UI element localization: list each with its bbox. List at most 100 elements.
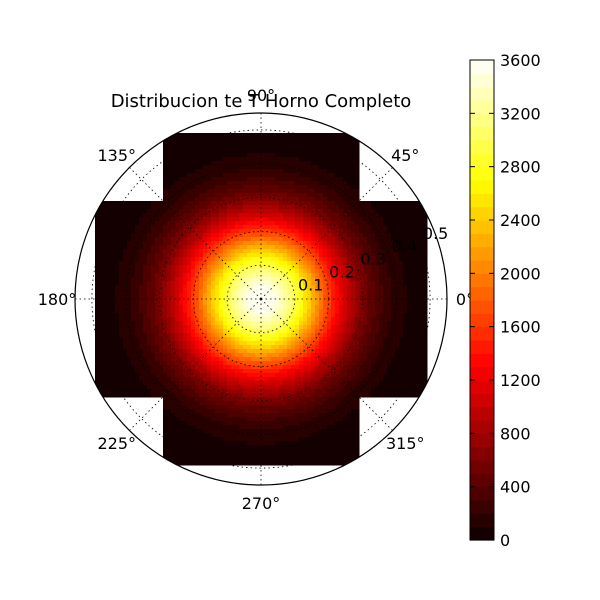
heat-cell — [315, 285, 320, 290]
heat-cell — [387, 349, 392, 354]
heat-cell — [331, 197, 336, 202]
heat-cell — [299, 349, 304, 354]
heat-cell — [255, 389, 260, 394]
heat-cell — [399, 221, 404, 226]
heat-cell — [339, 285, 344, 290]
heat-cell — [235, 193, 240, 198]
heat-cell — [235, 165, 240, 170]
heat-cell — [243, 237, 248, 242]
heat-cell — [95, 365, 100, 370]
heat-cell — [147, 209, 152, 214]
heat-cell — [215, 157, 220, 162]
heat-cell — [247, 193, 252, 198]
heat-cell — [227, 225, 232, 230]
heat-cell — [383, 341, 388, 346]
heat-cell — [151, 369, 156, 374]
heat-cell — [403, 337, 408, 342]
heat-cell — [391, 365, 396, 370]
heat-cell — [315, 185, 320, 190]
heat-cell — [203, 393, 208, 398]
heat-cell — [283, 237, 288, 242]
heat-cell — [383, 309, 388, 314]
heat-cell — [115, 261, 120, 266]
heat-cell — [235, 149, 240, 154]
heat-cell — [407, 353, 412, 358]
heat-cell — [199, 269, 204, 274]
heat-cell — [215, 169, 220, 174]
heat-cell — [167, 377, 172, 382]
heat-cell — [199, 217, 204, 222]
heat-cell — [303, 149, 308, 154]
heat-cell — [179, 341, 184, 346]
heat-cell — [191, 133, 196, 138]
heat-cell — [239, 341, 244, 346]
heat-cell — [279, 393, 284, 398]
heat-cell — [267, 265, 272, 270]
heat-cell — [191, 361, 196, 366]
heat-cell — [355, 321, 360, 326]
heat-cell — [351, 245, 356, 250]
heat-cell — [263, 365, 268, 370]
heat-cell — [147, 329, 152, 334]
heat-cell — [191, 389, 196, 394]
heat-cell — [199, 193, 204, 198]
heat-cell — [179, 357, 184, 362]
heat-cell — [339, 173, 344, 178]
heat-cell — [143, 337, 148, 342]
heat-cell — [115, 301, 120, 306]
heat-cell — [271, 241, 276, 246]
heat-cell — [167, 177, 172, 182]
heat-cell — [239, 181, 244, 186]
heat-cell — [283, 229, 288, 234]
heat-cell — [127, 389, 132, 394]
heat-cell — [119, 377, 124, 382]
heat-cell — [287, 229, 292, 234]
heat-cell — [359, 265, 364, 270]
heat-cell — [179, 373, 184, 378]
heat-cell — [243, 281, 248, 286]
heat-cell — [399, 305, 404, 310]
heat-cell — [239, 189, 244, 194]
heat-cell — [231, 141, 236, 146]
heat-cell — [347, 265, 352, 270]
heat-cell — [195, 141, 200, 146]
heat-cell — [167, 309, 172, 314]
heat-cell — [287, 157, 292, 162]
heat-cell — [259, 345, 264, 350]
heat-cell — [287, 289, 292, 294]
heat-cell — [303, 257, 308, 262]
heat-cell — [299, 217, 304, 222]
heat-cell — [303, 225, 308, 230]
heat-cell — [291, 189, 296, 194]
heat-cell — [143, 313, 148, 318]
heat-cell — [339, 269, 344, 274]
heat-cell — [99, 325, 104, 330]
heat-cell — [303, 249, 308, 254]
heat-cell — [175, 145, 180, 150]
heat-cell — [319, 261, 324, 266]
heat-cell — [167, 269, 172, 274]
heat-cell — [343, 281, 348, 286]
heat-cell — [247, 301, 252, 306]
heat-cell — [123, 225, 128, 230]
heat-cell — [331, 253, 336, 258]
heat-cell — [319, 353, 324, 358]
heat-cell — [367, 201, 372, 206]
heat-cell — [171, 273, 176, 278]
heat-cell — [123, 317, 128, 322]
heat-cell — [207, 205, 212, 210]
heat-cell — [371, 361, 376, 366]
heat-cell — [267, 297, 272, 302]
heat-cell — [227, 161, 232, 166]
heat-cell — [263, 137, 268, 142]
heat-cell — [175, 161, 180, 166]
heat-cell — [259, 321, 264, 326]
heat-cell — [255, 217, 260, 222]
heat-cell — [407, 269, 412, 274]
heat-cell — [307, 305, 312, 310]
heat-cell — [303, 281, 308, 286]
heat-cell — [203, 193, 208, 198]
heat-cell — [423, 237, 428, 242]
heat-cell — [195, 209, 200, 214]
heat-cell — [299, 257, 304, 262]
